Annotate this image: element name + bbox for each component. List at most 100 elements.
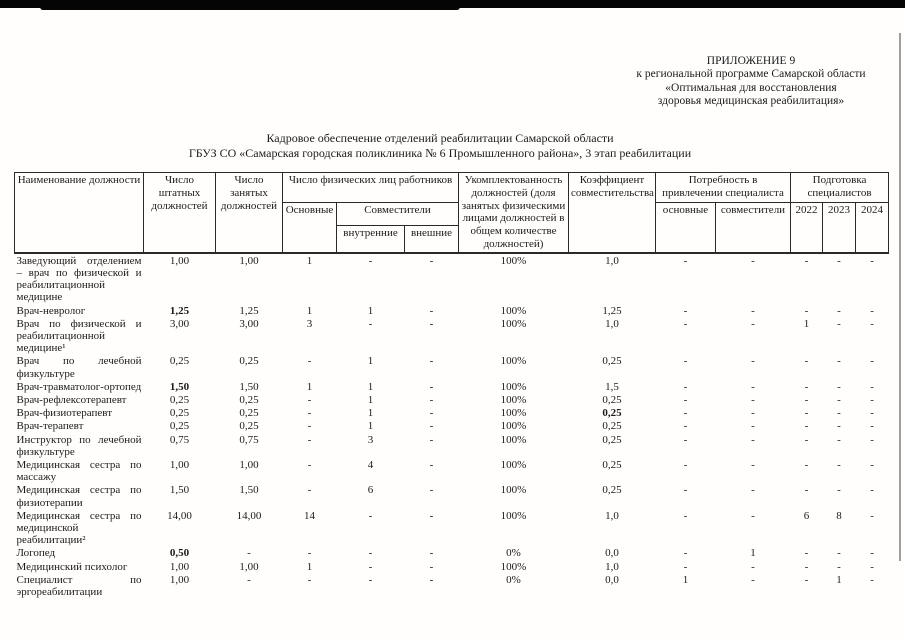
value-cell: 1 [836, 573, 842, 586]
table-row: Врач-рефлексотерапевт 0,25 0,25 - 1 - 100% 0,25… [15, 393, 889, 406]
value-cell: 0,75 [239, 433, 259, 446]
col-header-year-2023: 2023 [822, 201, 857, 254]
scan-artifact-right-line [899, 33, 901, 561]
table-row: Врач-невролог 1,25 1,25 1 1 - 100% 1,25 - - - - - [15, 304, 889, 317]
value-cell: 1,0 [605, 509, 619, 522]
value-cell: 0,25 [239, 407, 259, 420]
value-cell: - [307, 407, 312, 420]
value-cell: - [804, 304, 809, 317]
value-cell: 1 [306, 380, 313, 393]
value-cell: - [751, 433, 755, 446]
value-cell: - [804, 459, 809, 472]
value-cell: 1,00 [239, 560, 259, 573]
value-cell: - [870, 394, 874, 407]
value-cell: - [870, 407, 874, 420]
value-cell: - [870, 254, 874, 267]
value-cell: - [683, 433, 688, 446]
document-title-line-2: ГБУЗ СО «Самарская городская поликлиника… [188, 145, 692, 160]
position-cell: Врач-терапевт [16, 420, 84, 433]
value-cell: - [751, 254, 755, 267]
value-cell: 0,25 [602, 355, 622, 368]
value-cell: 1 [367, 407, 374, 420]
value-cell: 1,25 [239, 304, 259, 317]
value-cell: 6 [367, 484, 374, 497]
value-cell: - [837, 547, 841, 560]
col-header-occupied-positions: Число занятых должностей [215, 171, 283, 254]
value-cell: - [683, 317, 688, 330]
value-cell: 1,25 [602, 304, 622, 317]
staffing-table: Наименование должности Число штатных дол… [14, 171, 890, 598]
value-cell: 0,25 [602, 407, 622, 420]
table-row: Заведующий отделением – врач по физическ… [15, 253, 889, 304]
value-cell: - [804, 547, 809, 560]
col-header-part-timers: Совместители [336, 201, 459, 227]
value-cell: 0,25 [169, 407, 190, 420]
table-row: Врач по лечебной физкультуре 0,25 0,25 - 1 - 1… [15, 354, 889, 379]
value-cell: - [837, 380, 841, 393]
value-cell: 1,50 [239, 380, 259, 393]
table-row: Медицинская сестра по массажу 1,00 1,00 - 4 -… [15, 458, 889, 483]
value-cell: - [804, 573, 809, 586]
value-cell: - [429, 573, 434, 586]
value-cell: - [368, 560, 373, 573]
value-cell: - [870, 573, 874, 586]
value-cell: - [751, 484, 755, 497]
value-cell: 0,25 [169, 355, 190, 368]
value-cell: - [837, 484, 841, 497]
value-cell: 100% [500, 433, 527, 446]
value-cell: 0,25 [239, 420, 259, 433]
col-header-external: внешние [404, 225, 459, 254]
appendix-line-2: к региональной программе Самарской облас… [636, 68, 866, 81]
value-cell: - [870, 433, 874, 446]
value-cell: - [307, 573, 312, 586]
value-cell: - [870, 484, 874, 497]
value-cell: - [683, 420, 688, 433]
value-cell: - [429, 459, 434, 472]
value-cell: - [429, 407, 434, 420]
value-cell: 1 [367, 304, 374, 317]
value-cell: 0,25 [239, 355, 259, 368]
value-cell: 0,25 [602, 433, 622, 446]
value-cell: 1,00 [239, 459, 259, 472]
value-cell: 1,25 [169, 304, 190, 317]
value-cell: 1,00 [239, 254, 259, 267]
value-cell: 100% [500, 560, 527, 573]
value-cell: - [429, 304, 434, 317]
value-cell: - [247, 547, 251, 560]
value-cell: - [751, 573, 755, 586]
scan-artifact-top-band [0, 0, 905, 8]
value-cell: 100% [500, 380, 527, 393]
value-cell: 4 [367, 459, 374, 472]
value-cell: 1 [803, 317, 810, 330]
value-cell: 100% [500, 304, 527, 317]
value-cell: - [870, 355, 874, 368]
value-cell: 1,50 [239, 484, 259, 497]
value-cell: 1,00 [169, 254, 190, 267]
table-row: Инструктор по лечебной физкультуре 0,75 0,… [15, 433, 889, 458]
value-cell: - [837, 355, 841, 368]
value-cell: - [837, 394, 841, 407]
col-header-training: Подготовка специалистов [790, 172, 890, 203]
position-cell: Логопед [16, 547, 56, 560]
value-cell: - [247, 573, 251, 586]
value-cell: 3,00 [239, 317, 259, 330]
value-cell: - [837, 407, 841, 420]
value-cell: - [804, 420, 809, 433]
value-cell: - [683, 394, 688, 407]
col-header-need-specialist: Потребность в привлечении специалиста [654, 172, 792, 203]
table-body: Заведующий отделением – врач по физическ… [15, 253, 889, 598]
value-cell: 1,50 [169, 484, 190, 497]
value-cell: 14 [304, 509, 315, 522]
value-cell: 100% [500, 317, 527, 330]
value-cell: 3 [306, 317, 313, 330]
table-row: Врач-физиотерапевт 0,25 0,25 - 1 - 100% 0,25 - - -… [15, 406, 889, 419]
table-header: Наименование должности Число штатных дол… [14, 171, 890, 254]
value-cell: 0,0 [605, 573, 619, 586]
table-row: Врач по физической и реабилитационной ме… [15, 317, 889, 355]
value-cell: 100% [500, 484, 527, 497]
value-cell: 100% [500, 407, 527, 420]
value-cell: - [804, 407, 809, 420]
value-cell: 0,0 [605, 547, 619, 560]
value-cell: - [870, 304, 874, 317]
